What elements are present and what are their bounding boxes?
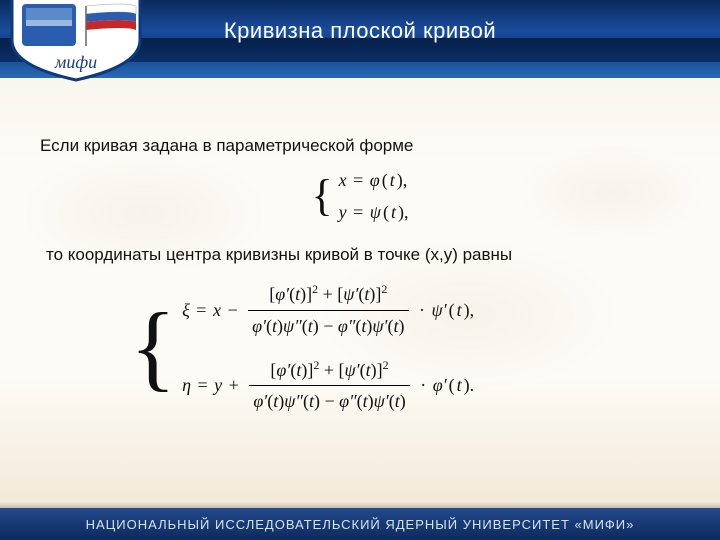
left-brace-large-icon: { bbox=[130, 309, 176, 386]
slide-header: мифи Кривизна плоской кривой bbox=[0, 0, 720, 78]
equation-parametric-system: { x = φ(t), y = ψ(t), bbox=[40, 167, 680, 225]
left-brace-icon: { bbox=[312, 176, 333, 216]
eq-xi: ξ = x − [φ′(t)]2 + [ψ′(t)]2 φ′(t)ψ″(t) −… bbox=[182, 281, 474, 338]
eq-line-x: x = φ(t), bbox=[339, 167, 409, 193]
slide-content: Если кривая задана в параметрической фор… bbox=[0, 78, 720, 414]
university-emblem: мифи bbox=[6, 0, 146, 82]
emblem-script: мифи bbox=[54, 52, 97, 72]
equation-center-of-curvature: { ξ = x − [φ′(t)]2 + [ψ′(t)]2 φ′(t)ψ″(t)… bbox=[40, 281, 680, 413]
eq-line-y: y = ψ(t), bbox=[339, 199, 409, 225]
slide-footer: НАЦИОНАЛЬНЫЙ ИССЛЕДОВАТЕЛЬСКИЙ ЯДЕРНЫЙ У… bbox=[0, 508, 720, 540]
shield-icon: мифи bbox=[6, 0, 146, 82]
paragraph-result: то координаты центра кривизны кривой в т… bbox=[46, 243, 680, 268]
footer-text: НАЦИОНАЛЬНЫЙ ИССЛЕДОВАТЕЛЬСКИЙ ЯДЕРНЫЙ У… bbox=[86, 517, 635, 532]
paragraph-intro: Если кривая задана в параметрической фор… bbox=[40, 134, 680, 159]
eq-eta: η = y + [φ′(t)]2 + [ψ′(t)]2 φ′(t)ψ″(t) −… bbox=[182, 357, 474, 414]
